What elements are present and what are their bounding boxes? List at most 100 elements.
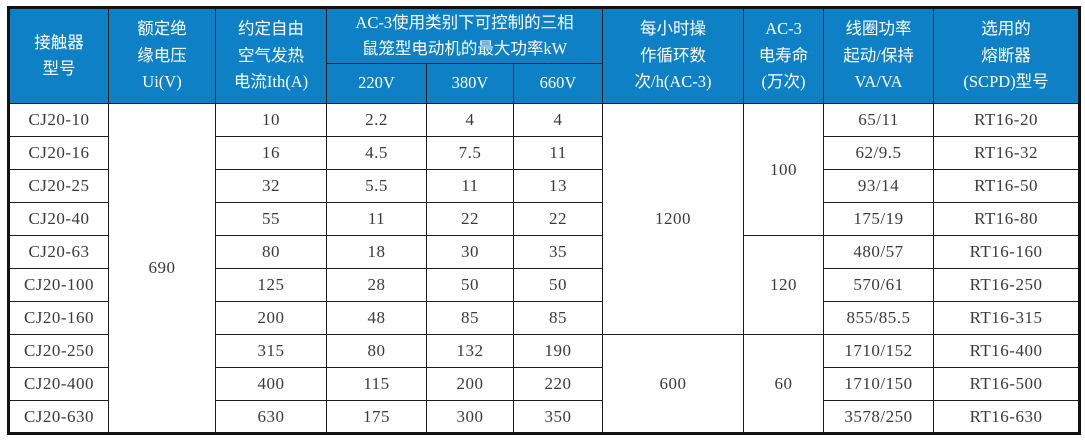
cell-p660: 50 [512,268,604,302]
cell-model: CJ20-63 [8,235,109,269]
header-line: 每小时操 [640,19,707,39]
cell-p380: 7.5 [426,136,514,170]
cell-p220: 175 [326,400,427,434]
cell-ith: 32 [215,169,327,203]
cell-fuse: RT16-315 [933,301,1081,335]
cell-p380: 22 [426,202,514,236]
cell-cycles: 600 [602,334,745,434]
cell-p380: 4 [426,103,514,137]
table-row: CJ20-10 690 10 2.2 4 4 1200 100 65/11 RT… [8,103,1081,434]
cell-fuse: RT16-160 [933,235,1081,269]
cell-fuse: RT16-500 [933,367,1081,401]
cell-p380: 132 [426,334,514,368]
header-line: 作循环数 [640,45,707,65]
header-line: 额定绝 [137,19,187,39]
header-line: VA/VA [854,72,903,92]
table-row: CJ20-160 200 48 85 85 855/85.5 RT16-315 [8,301,1081,335]
cell-p220: 28 [326,268,427,302]
cell-p220: 80 [326,334,427,368]
cell-fuse: RT16-400 [933,334,1081,368]
header-electrical-life: AC-3 电寿命 (万次) [743,7,825,104]
cell-p220: 18 [326,235,427,269]
cell-model: CJ20-400 [8,367,109,401]
header-contactor-model: 接触器 型号 [8,7,109,104]
cell-fuse: RT16-32 [933,136,1081,170]
header-line: 起动/保持 [843,45,914,65]
header-line: 约定自由 [238,19,304,39]
table-row: CJ20-630 630 175 300 350 3578/250 RT16-6… [8,400,1081,434]
cell-model: CJ20-630 [8,400,109,434]
cell-p380: 30 [426,235,514,269]
cell-p660: 85 [512,301,604,335]
table-row: CJ20-250 315 80 132 190 600 60 1710/152 … [8,334,1081,434]
table-body: CJ20-10 690 10 2.2 4 4 1200 100 65/11 RT… [8,103,1081,434]
table-row: CJ20-16 16 4.5 7.5 11 62/9.5 RT16-32 [8,136,1081,170]
cell-model: CJ20-160 [8,301,109,335]
cell-p380: 11 [426,169,514,203]
header-line: (SCPD)型号 [963,72,1049,92]
cell-coil: 3578/250 [823,400,935,434]
header-line: 缘电压 [137,45,187,65]
cell-ith: 80 [215,235,327,269]
header-operating-cycles: 每小时操 作循环数 次/h(AC-3) [602,7,745,104]
cell-p660: 190 [512,334,604,368]
header-line: 电寿命 [758,45,809,65]
header-thermal-current: 约定自由 空气发热 电流Ith(A) [215,7,327,104]
header-220v: 220V [326,63,427,104]
cell-ith: 630 [215,400,327,434]
header-fuse-model: 选用的 熔断器 (SCPD)型号 [933,7,1081,104]
cell-coil: 1710/150 [823,367,935,401]
cell-ith: 125 [215,268,327,302]
cell-p660: 35 [512,235,604,269]
header-380v: 380V [426,63,514,104]
cell-p220: 115 [326,367,427,401]
cell-coil: 62/9.5 [823,136,935,170]
cell-p220: 2.2 [326,103,427,137]
header-line: 熔断器 [981,45,1031,65]
cell-fuse: RT16-630 [933,400,1081,434]
cell-coil: 93/14 [823,169,935,203]
cell-coil: 175/19 [823,202,935,236]
header-line: Ui(V) [142,72,182,92]
header-line: 线圈功率 [845,19,912,39]
cell-insulation-voltage: 690 [108,103,216,434]
table-header: 接触器 型号 额定绝 缘电压 Ui(V) 约定自由 空气发热 电流Ith(A) … [8,7,1081,104]
table-row: CJ20-63 80 18 30 35 120 480/57 RT16-160 [8,235,1081,335]
cell-ith: 315 [215,334,327,368]
cell-fuse: RT16-20 [933,103,1081,137]
cell-p220: 4.5 [326,136,427,170]
header-line: 接触器 [34,32,84,52]
header-line: 空气发热 [238,45,304,65]
cell-life: 120 [743,235,825,335]
header-row-voltages: 220V 380V 660V [9,63,1080,104]
header-line: 选用的 [981,19,1031,39]
cell-p380: 300 [426,400,514,434]
cell-p660: 220 [512,367,604,401]
header-insulation-voltage: 额定绝 缘电压 Ui(V) [108,7,216,104]
cell-model: CJ20-25 [8,169,109,203]
cell-fuse: RT16-50 [933,169,1081,203]
cell-p220: 48 [326,301,427,335]
header-line: 电流Ith(A) [233,72,309,92]
cell-coil: 480/57 [823,235,935,269]
cell-p380: 50 [426,268,514,302]
cell-coil: 65/11 [823,103,935,137]
cell-p660: 11 [512,136,604,170]
cell-p660: 4 [512,103,604,137]
cell-ith: 10 [215,103,327,137]
cell-model: CJ20-100 [8,268,109,302]
header-line: 鼠笼型电动机的最大功率kW [361,39,568,58]
header-line: 型号 [42,59,76,78]
cell-model: CJ20-16 [8,136,109,170]
cell-cycles: 1200 [602,103,745,335]
header-row-top: 接触器 型号 额定绝 缘电压 Ui(V) 约定自由 空气发热 电流Ith(A) … [8,7,1081,104]
cell-model: CJ20-250 [8,334,109,368]
cell-model: CJ20-40 [8,202,109,236]
contactor-spec-table: 接触器 型号 额定绝 缘电压 Ui(V) 约定自由 空气发热 电流Ith(A) … [7,6,1082,435]
table-row: CJ20-400 400 115 200 220 1710/150 RT16-5… [8,367,1081,401]
cell-ith: 16 [215,136,327,170]
header-line: AC-3 [765,19,802,39]
cell-coil: 855/85.5 [823,301,935,335]
header-coil-power: 线圈功率 起动/保持 VA/VA [823,7,935,104]
cell-coil: 1710/152 [823,334,935,368]
